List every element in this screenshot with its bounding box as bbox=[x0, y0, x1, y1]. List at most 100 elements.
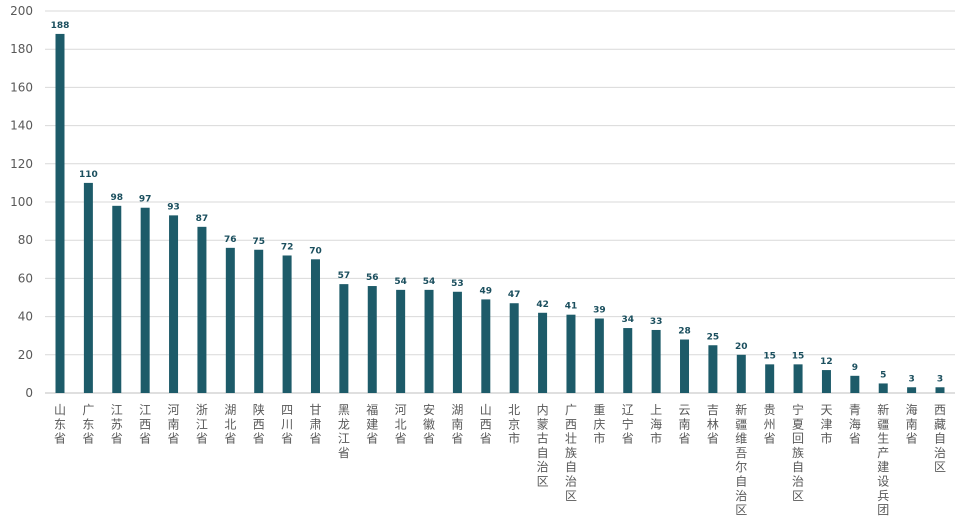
bar bbox=[310, 259, 320, 393]
bar bbox=[736, 354, 746, 393]
bar bbox=[339, 284, 349, 393]
x-tick-label: 天津市 bbox=[820, 403, 832, 446]
data-label: 41 bbox=[565, 302, 578, 312]
bar bbox=[594, 318, 604, 393]
x-tick-label: 山西省 bbox=[480, 403, 492, 446]
data-label: 15 bbox=[792, 351, 805, 361]
bar bbox=[367, 286, 377, 393]
x-tick-label: 上海市 bbox=[650, 403, 662, 446]
x-tick-label: 新疆维吾尔自治区 bbox=[735, 402, 747, 517]
x-tick-label: 广东省 bbox=[82, 403, 94, 446]
bar bbox=[821, 370, 831, 393]
data-label: 56 bbox=[366, 273, 379, 283]
bar bbox=[282, 255, 292, 393]
data-label: 12 bbox=[820, 357, 833, 367]
x-tick-label: 黑龙江省 bbox=[338, 403, 350, 460]
x-tick-label: 云南省 bbox=[679, 403, 691, 446]
data-label: 98 bbox=[111, 193, 124, 203]
data-label: 25 bbox=[707, 332, 720, 342]
bar bbox=[396, 289, 406, 393]
x-tick-label: 湖南省 bbox=[451, 402, 463, 446]
data-label: 57 bbox=[338, 271, 351, 281]
y-tick-label: 0 bbox=[25, 386, 33, 400]
bar bbox=[566, 314, 576, 393]
data-label: 20 bbox=[735, 342, 748, 352]
data-label: 75 bbox=[252, 237, 265, 247]
x-tick-label: 江苏省 bbox=[111, 403, 123, 446]
data-label: 110 bbox=[79, 170, 98, 180]
data-label: 97 bbox=[139, 195, 152, 205]
bar bbox=[140, 207, 150, 393]
bar bbox=[793, 364, 803, 393]
y-tick-label: 160 bbox=[10, 80, 33, 94]
x-tick-label: 宁夏回族自治区 bbox=[792, 402, 804, 503]
x-tick-label: 山东省 bbox=[54, 403, 66, 446]
data-label: 76 bbox=[224, 235, 237, 245]
data-label: 33 bbox=[650, 317, 663, 327]
x-tick-label: 内蒙古自治区 bbox=[537, 403, 549, 489]
data-label: 188 bbox=[51, 21, 70, 31]
data-label: 34 bbox=[621, 315, 634, 325]
x-tick-label: 陕西省 bbox=[253, 402, 265, 446]
x-tick-label: 北京市 bbox=[508, 403, 520, 446]
bar bbox=[765, 364, 775, 393]
bar bbox=[680, 339, 690, 393]
data-label: 54 bbox=[423, 277, 436, 287]
bar bbox=[225, 247, 235, 393]
x-tick-label: 河南省 bbox=[168, 403, 180, 446]
y-tick-label: 140 bbox=[10, 119, 33, 133]
y-tick-label: 100 bbox=[10, 195, 33, 209]
bar bbox=[197, 226, 207, 393]
x-tick-label: 西藏自治区 bbox=[934, 403, 946, 474]
data-label: 42 bbox=[536, 300, 549, 310]
y-axis: 0 20 40 60 80 100 120 140 160 180 200 bbox=[10, 4, 33, 400]
bar bbox=[169, 215, 179, 393]
bar bbox=[424, 289, 434, 393]
bar bbox=[623, 328, 633, 393]
bars bbox=[55, 33, 945, 394]
x-tick-label: 重庆市 bbox=[593, 403, 605, 446]
x-tick-label: 湖北省 bbox=[224, 402, 236, 446]
data-label: 53 bbox=[451, 279, 464, 289]
y-tick-label: 120 bbox=[10, 157, 33, 171]
y-tick-label: 200 bbox=[10, 4, 33, 18]
bar bbox=[452, 291, 462, 393]
data-label: 28 bbox=[678, 327, 691, 337]
bar bbox=[850, 375, 860, 393]
x-tick-label: 江西省 bbox=[139, 403, 151, 446]
x-tick-label: 新疆生产建设兵团 bbox=[877, 402, 889, 517]
bar bbox=[112, 205, 122, 393]
x-tick-label: 甘肃省 bbox=[309, 403, 321, 446]
y-tick-label: 40 bbox=[18, 310, 33, 324]
bar bbox=[254, 249, 264, 393]
x-tick-label: 四川省 bbox=[281, 403, 293, 446]
x-tick-label: 青海省 bbox=[849, 403, 861, 446]
data-label: 49 bbox=[480, 286, 493, 296]
y-tick-label: 80 bbox=[18, 233, 33, 247]
bar bbox=[55, 33, 65, 394]
y-tick-label: 60 bbox=[18, 271, 33, 285]
bar bbox=[538, 312, 548, 393]
data-label: 3 bbox=[937, 374, 943, 384]
x-tick-label: 贵州省 bbox=[764, 403, 776, 446]
bar bbox=[509, 303, 519, 393]
bar bbox=[481, 299, 491, 393]
data-label: 5 bbox=[880, 370, 886, 380]
bar bbox=[907, 387, 917, 393]
x-tick-label: 辽宁省 bbox=[622, 403, 634, 446]
x-tick-label: 浙江省 bbox=[196, 403, 208, 446]
data-label: 70 bbox=[309, 246, 322, 256]
data-label: 54 bbox=[394, 277, 407, 287]
x-tick-label: 福建省 bbox=[366, 402, 378, 446]
data-label: 3 bbox=[908, 374, 914, 384]
x-tick-label: 广西壮族自治区 bbox=[565, 403, 577, 503]
x-tick-label: 安徽省 bbox=[423, 402, 435, 446]
data-label: 87 bbox=[196, 214, 209, 224]
bar bbox=[878, 383, 888, 393]
y-tick-label: 20 bbox=[18, 348, 33, 362]
bar bbox=[935, 387, 945, 393]
bar bbox=[651, 329, 661, 393]
x-tick-label: 吉林省 bbox=[707, 403, 719, 446]
data-label: 39 bbox=[593, 306, 606, 316]
